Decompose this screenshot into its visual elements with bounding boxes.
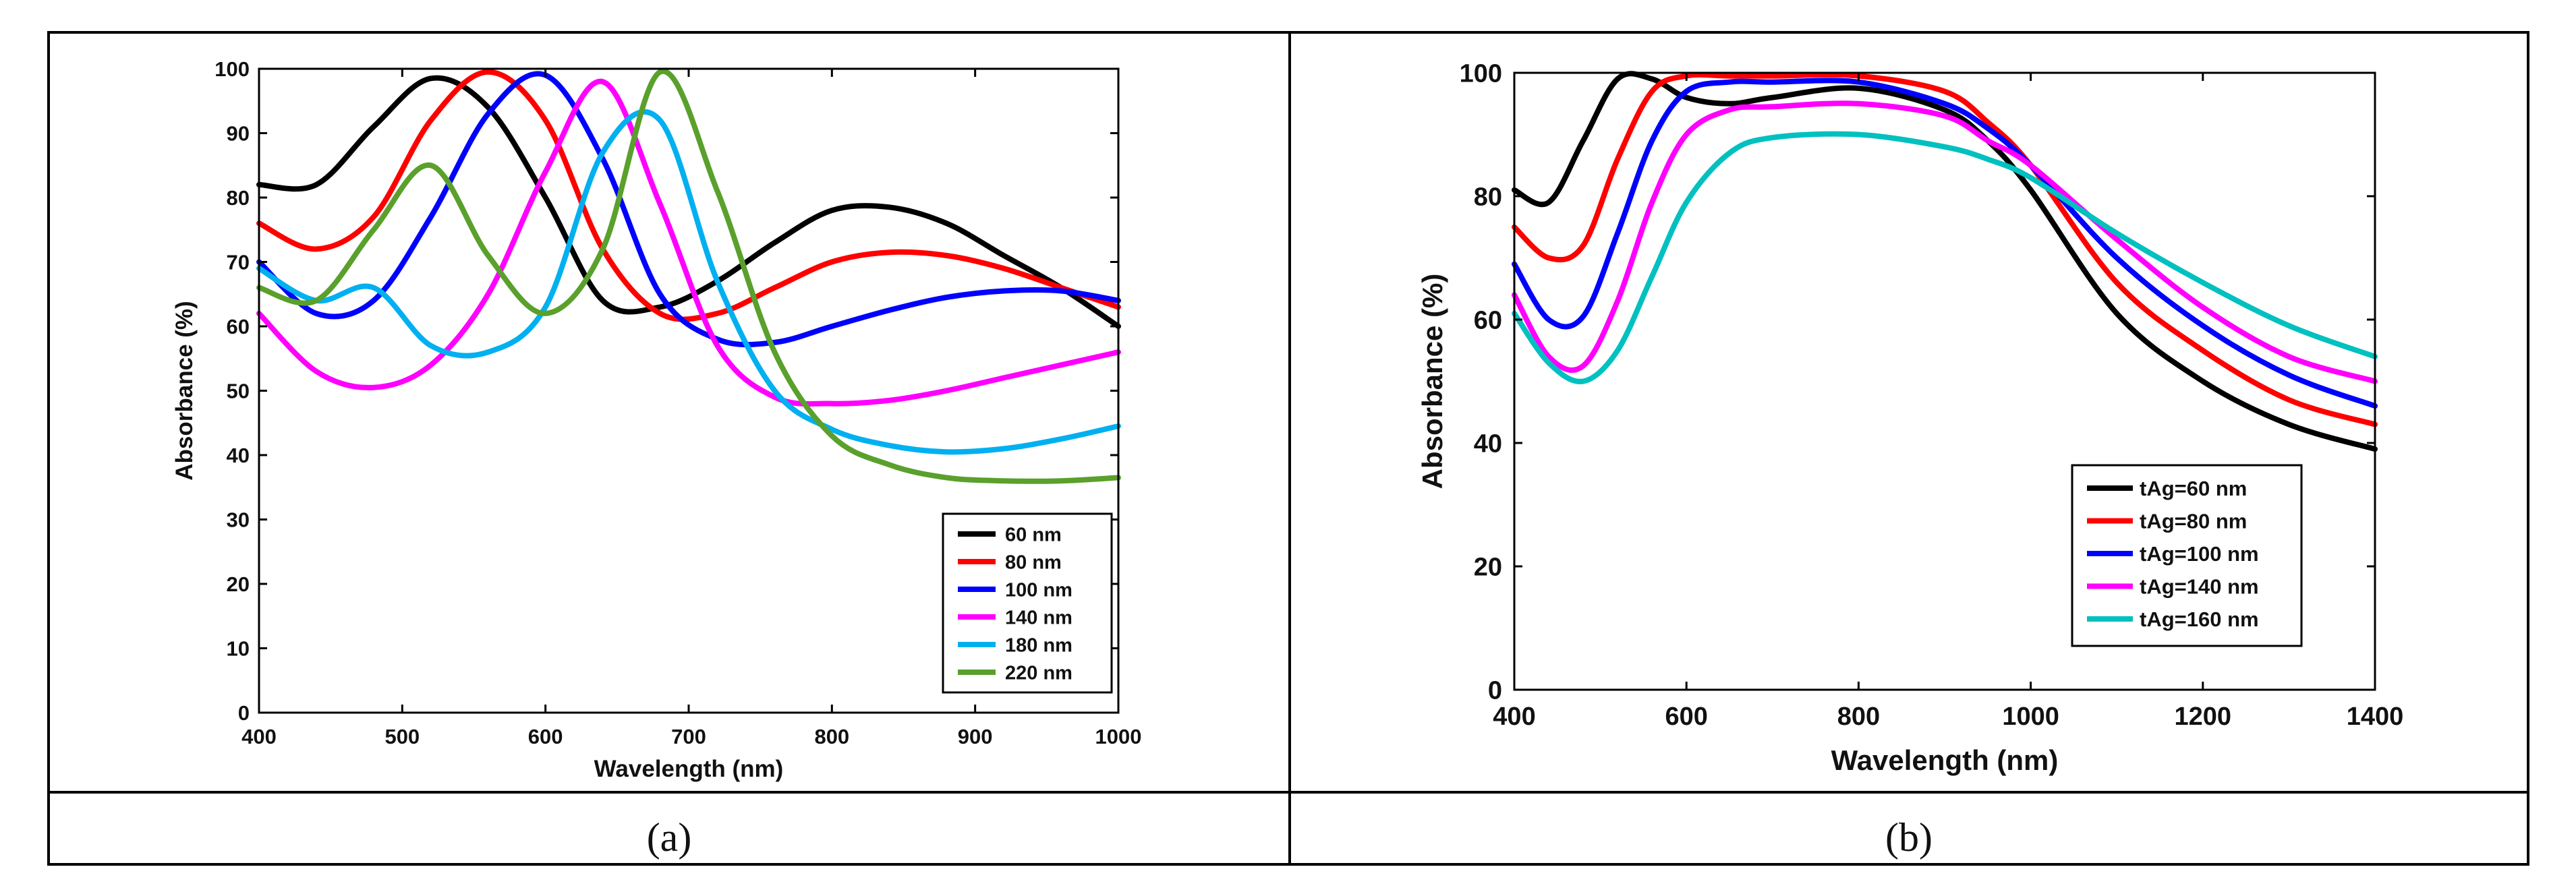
- series-line: [1512, 100, 2378, 384]
- legend-label: tAg=140 nm: [2140, 575, 2259, 599]
- y-axis-title: Absorbance (%): [1416, 274, 1448, 489]
- series-line: [256, 109, 1121, 455]
- legend-label: 220 nm: [1005, 662, 1072, 684]
- y-tick-label: 70: [227, 251, 250, 274]
- y-tick-label: 40: [227, 444, 250, 467]
- y-tick-label: 20: [1474, 554, 1502, 582]
- y-tick-label: 0: [1488, 677, 1502, 705]
- legend-label: 60 nm: [1005, 524, 1062, 545]
- y-tick-label: 100: [1460, 60, 1502, 88]
- legend: tAg=60 nm tAg=80 nm tAg=100 nm tAg=140 nm tA…: [2071, 464, 2303, 647]
- x-tick-label: 800: [1837, 703, 1880, 731]
- series-line: [256, 68, 1121, 484]
- series-line: [256, 75, 1121, 329]
- legend-label: 140 nm: [1005, 607, 1072, 628]
- y-tick-label: 30: [227, 508, 250, 532]
- x-tick-label: 400: [241, 725, 277, 748]
- y-tick-label: 10: [227, 637, 250, 661]
- legend-label: 180 nm: [1005, 634, 1072, 656]
- series-line: [256, 78, 1121, 407]
- x-axis-title: Wavelength (nm): [594, 756, 784, 782]
- chart-panel-a: 400 500 600 700 800 900 1000 0 10 20 30 40 50 60 70 80 9…: [171, 57, 1141, 782]
- x-tick-label: 600: [528, 725, 563, 748]
- legend-label: tAg=100 nm: [2140, 542, 2259, 566]
- legend-box: [942, 512, 1113, 694]
- x-tick-label: 1400: [2347, 703, 2404, 731]
- x-tick-label: 600: [1665, 703, 1707, 731]
- chart-panel-b: 400 600 800 1000 1200 1400 0 20 40 60 80 100 Wavelen…: [1416, 60, 2403, 776]
- y-tick-label: 20: [227, 572, 250, 596]
- legend-label: tAg=160 nm: [2140, 607, 2259, 631]
- y-tick-label: 90: [227, 122, 250, 146]
- series-line: [1512, 71, 2378, 452]
- y-tick-label: 80: [1474, 183, 1502, 212]
- y-tick-label: 100: [214, 57, 250, 81]
- x-tick-label: 1000: [2002, 703, 2059, 731]
- y-tick-label: 50: [227, 380, 250, 403]
- x-tick-label: 800: [814, 725, 849, 748]
- x-axis-title: Wavelength (nm): [1831, 744, 2059, 776]
- y-tick-label: 60: [227, 315, 250, 338]
- series-line: [256, 71, 1121, 348]
- series-line: [256, 69, 1121, 322]
- series-line: [1512, 71, 2378, 427]
- table-borders: [47, 31, 2529, 866]
- legend-label: tAg=80 nm: [2140, 510, 2247, 533]
- legend-label: 100 nm: [1005, 579, 1072, 601]
- series-lines: [256, 68, 1121, 484]
- caption-b: (b): [1885, 815, 1933, 860]
- y-tick-label: 40: [1474, 430, 1502, 458]
- plot-area-frame: [1513, 71, 2376, 691]
- x-tick-label: 400: [1493, 703, 1535, 731]
- y-tick-label: 0: [238, 701, 250, 725]
- legend: 60 nm 80 nm 100 nm 140 nm 180 nm 220 nm: [942, 512, 1113, 694]
- y-tick-label: 60: [1474, 307, 1502, 335]
- y-tick-label: 80: [227, 186, 250, 210]
- y-axis-title: Absorbance (%): [171, 301, 198, 480]
- legend-label: tAg=60 nm: [2140, 477, 2247, 500]
- x-tick-label: 1200: [2175, 703, 2232, 731]
- x-tick-label: 1000: [1095, 725, 1142, 748]
- caption-a: (a): [647, 815, 692, 860]
- legend-label: 80 nm: [1005, 552, 1062, 573]
- x-tick-label: 900: [958, 725, 993, 748]
- x-tick-label: 500: [384, 725, 420, 748]
- series-line: [1512, 78, 2378, 409]
- series-line: [1512, 131, 2378, 384]
- series-lines: [1512, 71, 2378, 452]
- x-tick-label: 700: [671, 725, 706, 748]
